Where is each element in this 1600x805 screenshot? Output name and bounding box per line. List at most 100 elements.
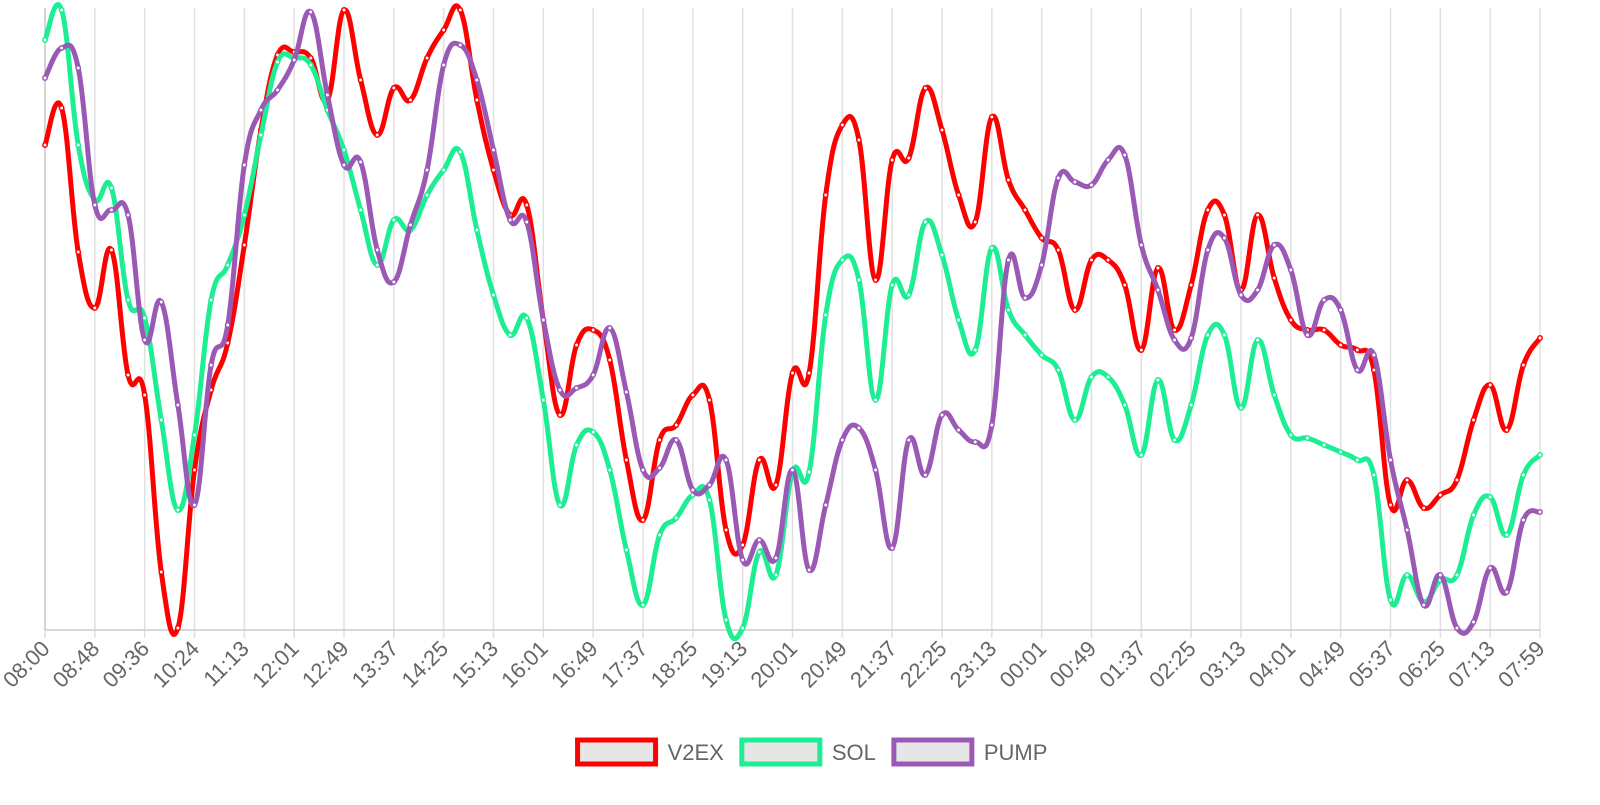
data-point (1254, 287, 1261, 293)
data-point (1154, 265, 1161, 271)
data-point (540, 397, 547, 403)
data-point (1287, 267, 1294, 273)
data-point (1387, 502, 1394, 508)
data-point (341, 147, 347, 153)
data-point (1071, 307, 1078, 313)
data-point (1105, 257, 1112, 263)
data-point (1337, 449, 1344, 455)
data-point (1404, 527, 1411, 533)
data-point (58, 105, 65, 111)
data-point (1038, 352, 1045, 358)
data-point (606, 467, 613, 473)
data-point (623, 547, 630, 553)
data-point (905, 292, 912, 298)
data-point (158, 299, 165, 305)
data-point (988, 114, 995, 120)
x-tick-label: 14:25 (397, 636, 454, 693)
x-tick-label: 20:01 (745, 636, 802, 693)
data-point (490, 292, 497, 298)
legend-label: V2EX (668, 740, 725, 765)
data-point (307, 62, 314, 68)
x-tick-label: 04:49 (1294, 636, 1351, 693)
data-point (1420, 602, 1427, 608)
data-point (673, 437, 680, 443)
data-point (623, 457, 630, 463)
data-point (158, 569, 165, 575)
data-point (324, 92, 331, 98)
data-point (855, 277, 862, 283)
data-point (1071, 417, 1078, 423)
data-point (75, 249, 82, 255)
data-point (1005, 177, 1012, 183)
data-point (1287, 432, 1294, 438)
data-point (988, 245, 995, 251)
data-point (424, 167, 431, 173)
data-point (656, 532, 663, 538)
data-point (1121, 282, 1128, 288)
x-tick-label: 04:01 (1244, 636, 1301, 693)
data-point (1404, 477, 1411, 483)
data-point (855, 137, 862, 143)
data-point (872, 277, 879, 283)
data-point (706, 497, 713, 503)
data-point (723, 617, 730, 623)
data-point (1520, 472, 1527, 478)
data-point (706, 482, 713, 488)
data-point (141, 392, 148, 398)
data-point (806, 370, 813, 376)
data-point (457, 42, 464, 48)
data-point (1537, 335, 1543, 341)
data-point (440, 62, 447, 68)
data-point (789, 370, 796, 376)
x-tick-label: 17:37 (596, 636, 653, 693)
x-tick-label: 00:49 (1044, 636, 1101, 693)
data-point (457, 149, 464, 155)
data-point (191, 502, 198, 508)
data-point (872, 397, 879, 403)
data-point (125, 212, 132, 218)
data-point (1503, 532, 1510, 538)
data-point (1487, 494, 1494, 500)
data-point (573, 385, 580, 391)
data-point (656, 465, 663, 471)
data-point (939, 412, 945, 418)
data-point (1005, 257, 1012, 263)
legend-swatch (739, 737, 823, 767)
data-point (473, 77, 480, 83)
data-point (1088, 374, 1095, 380)
data-point (390, 279, 397, 285)
data-point (1221, 332, 1228, 338)
data-point (1437, 492, 1444, 498)
data-point (357, 159, 364, 165)
data-point (307, 9, 314, 15)
data-point (1370, 472, 1377, 478)
legend-swatch (891, 737, 975, 767)
data-point (108, 247, 115, 253)
data-point (640, 467, 646, 473)
data-point (75, 65, 82, 71)
data-point (440, 167, 447, 173)
data-point (407, 97, 414, 103)
x-tick-label: 12:01 (247, 636, 304, 693)
data-point (1337, 342, 1344, 348)
data-point (473, 97, 480, 103)
data-point (889, 282, 896, 288)
data-point (224, 262, 231, 268)
data-point (1387, 457, 1394, 463)
legend: V2EX SOL PUMP (575, 737, 1047, 767)
data-point (1105, 157, 1112, 163)
x-tick-label: 02:25 (1144, 636, 1201, 693)
data-point (257, 107, 264, 113)
data-point (739, 557, 746, 563)
data-point (640, 602, 646, 608)
data-point (1221, 212, 1228, 218)
data-point (1453, 572, 1460, 578)
data-point (1503, 427, 1510, 433)
data-point (556, 502, 563, 508)
x-tick-label: 19:13 (696, 636, 753, 693)
data-point (756, 457, 763, 463)
data-point (1088, 182, 1095, 188)
data-point (91, 202, 98, 208)
data-point (75, 142, 82, 148)
data-point (905, 155, 912, 161)
